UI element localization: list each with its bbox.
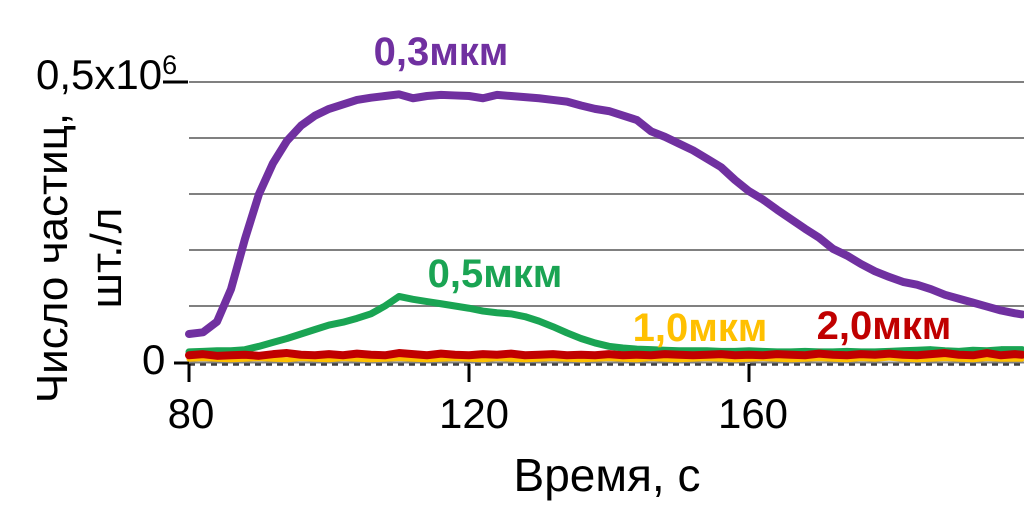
y-axis-title-line1: Число частиц, xyxy=(28,112,77,404)
series-line-1,0мкм xyxy=(186,355,1024,363)
x-axis-title: Время, с xyxy=(513,449,701,501)
y-axis-zero-tick-label: 0 xyxy=(142,336,166,383)
series-label-0-3um: 0,3мкм xyxy=(373,30,509,74)
series-label-0-5um: 0,5мкм xyxy=(427,252,563,296)
series-label-2-0um: 2,0мкм xyxy=(816,304,952,348)
y-axis-title: Число частиц, шт./л xyxy=(26,88,134,428)
y-axis-max-tick-exponent: 6 xyxy=(162,50,178,80)
series-label-1-0um: 1,0мкм xyxy=(632,306,768,350)
x-tick-label-80: 80 xyxy=(167,390,215,437)
y-axis-title-line2: шт./л xyxy=(82,207,131,309)
x-tick-label-160: 160 xyxy=(717,390,789,437)
y-axis-max-tick-base: 0,5x10 xyxy=(36,51,163,98)
series-line-0,3мкм xyxy=(185,90,1024,338)
series-line-2,0мкм xyxy=(185,349,1024,360)
y-axis-max-tick-label: 0,5x106 xyxy=(36,50,178,98)
x-tick-label-120: 120 xyxy=(438,390,510,437)
